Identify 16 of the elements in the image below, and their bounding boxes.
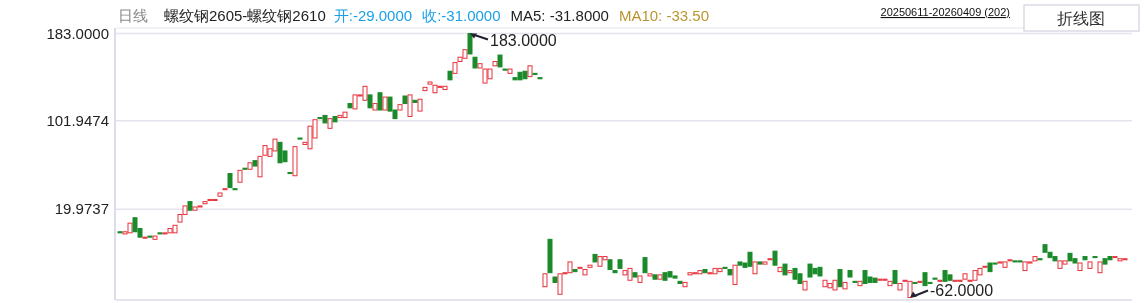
- annotation: -62.0000: [930, 281, 994, 299]
- text: 开:-29.0000: [333, 7, 413, 24]
- y-tick-label: 101.9474: [46, 112, 109, 130]
- text: 收:-31.0000: [422, 7, 501, 24]
- annotation: 183.0000: [490, 31, 557, 49]
- candlestick: [407, 94, 413, 117]
- y-tick-label: 19.9737: [54, 200, 109, 218]
- candlestick: [732, 264, 738, 286]
- y-tick-label: 183.0000: [46, 24, 109, 42]
- text: 折线图: [1057, 10, 1105, 27]
- chart-subtitle: 螺纹钢2605-螺纹钢2610: [164, 7, 326, 24]
- candlestick: [467, 33, 473, 55]
- text: MA5: -31.8000: [510, 7, 609, 24]
- text: MA10: -33.50: [618, 7, 709, 24]
- chart-title: 日线: [118, 7, 148, 24]
- text: 20250611-20260409 (202): [880, 6, 1010, 18]
